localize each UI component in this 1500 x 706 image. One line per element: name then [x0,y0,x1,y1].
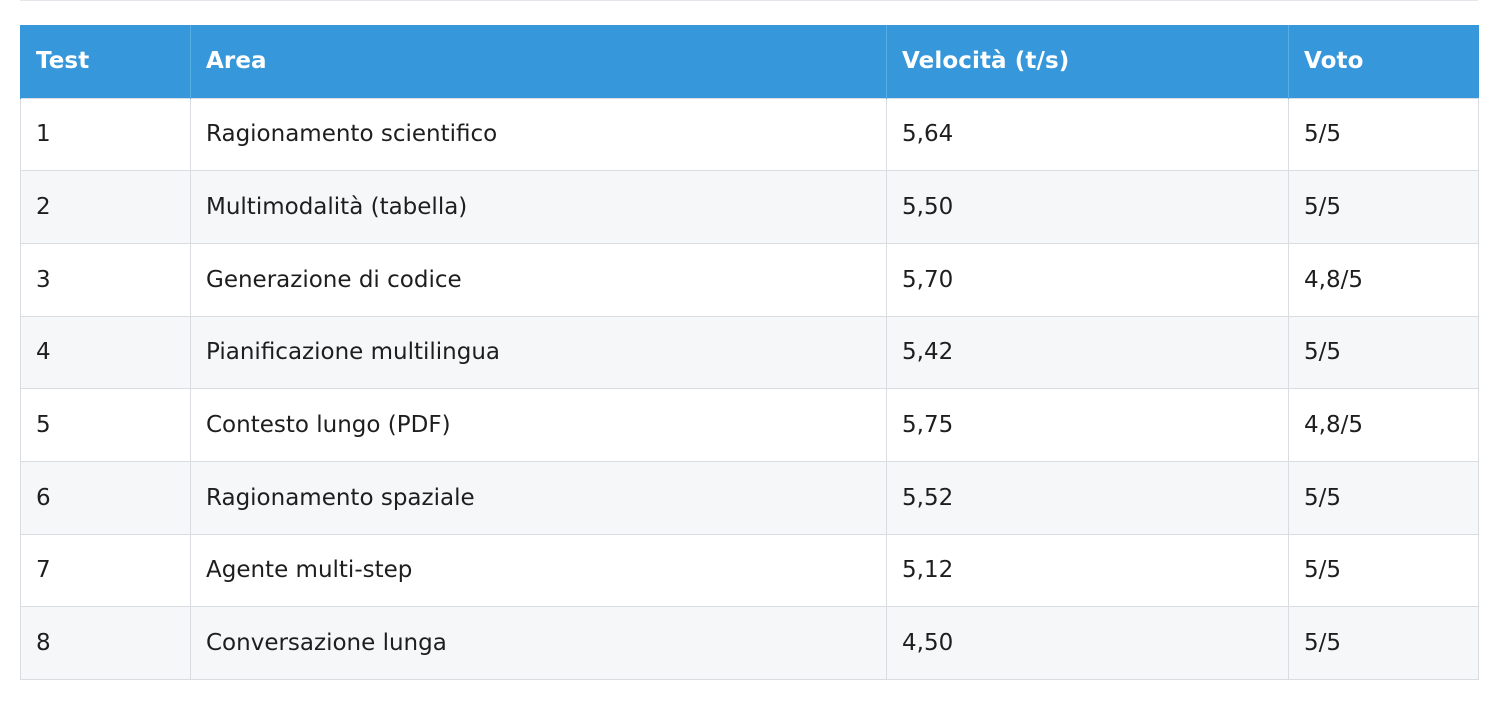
table-row: 2 Multimodalità (tabella) 5,50 5/5 [20,170,1479,244]
cell-area: Ragionamento scientifico [190,97,887,172]
cell-test: 8 [20,606,191,680]
cell-voto: 5/5 [1288,533,1479,608]
table-row: 6 Ragionamento spaziale 5,52 5/5 [20,460,1479,535]
cell-area: Conversazione lunga [190,606,887,680]
column-header-area: Area [190,25,887,98]
table-row: 1 Ragionamento scientifico 5,64 5/5 [20,97,1479,172]
cell-velocita: 5,50 [886,170,1289,244]
cell-voto: 5/5 [1288,170,1479,244]
results-table-container: Test Area Velocità (t/s) Voto 1 Ragionam… [20,25,1479,680]
cell-velocita: 4,50 [886,606,1289,680]
cell-area: Agente multi-step [190,533,887,608]
table-header: Test Area Velocità (t/s) Voto [20,25,1479,98]
column-header-test: Test [20,25,191,98]
cell-voto: 5/5 [1288,315,1479,390]
cell-voto: 4,8/5 [1288,388,1479,462]
cell-voto: 5/5 [1288,460,1479,535]
cell-velocita: 5,42 [886,315,1289,390]
cell-test: 7 [20,533,191,608]
column-header-velocita: Velocità (t/s) [886,25,1289,98]
cell-velocita: 5,70 [886,242,1289,317]
cell-voto: 4,8/5 [1288,242,1479,317]
cell-area: Contesto lungo (PDF) [190,388,887,462]
cell-test: 4 [20,315,191,390]
top-divider [20,0,1478,1]
table-row: 4 Pianificazione multilingua 5,42 5/5 [20,315,1479,390]
cell-velocita: 5,75 [886,388,1289,462]
header-row: Test Area Velocità (t/s) Voto [20,25,1479,98]
table-row: 3 Generazione di codice 5,70 4,8/5 [20,242,1479,317]
cell-velocita: 5,64 [886,97,1289,172]
cell-area: Generazione di codice [190,242,887,317]
results-table: Test Area Velocità (t/s) Voto 1 Ragionam… [20,25,1479,680]
cell-test: 5 [20,388,191,462]
cell-test: 1 [20,97,191,172]
table-body: 1 Ragionamento scientifico 5,64 5/5 2 Mu… [20,97,1479,680]
cell-voto: 5/5 [1288,97,1479,172]
cell-area: Ragionamento spaziale [190,460,887,535]
table-row: 7 Agente multi-step 5,12 5/5 [20,533,1479,608]
cell-test: 3 [20,242,191,317]
cell-velocita: 5,52 [886,460,1289,535]
cell-test: 6 [20,460,191,535]
cell-velocita: 5,12 [886,533,1289,608]
cell-voto: 5/5 [1288,606,1479,680]
column-header-voto: Voto [1288,25,1479,98]
cell-test: 2 [20,170,191,244]
cell-area: Multimodalità (tabella) [190,170,887,244]
table-row: 5 Contesto lungo (PDF) 5,75 4,8/5 [20,388,1479,462]
cell-area: Pianificazione multilingua [190,315,887,390]
table-row: 8 Conversazione lunga 4,50 5/5 [20,606,1479,680]
